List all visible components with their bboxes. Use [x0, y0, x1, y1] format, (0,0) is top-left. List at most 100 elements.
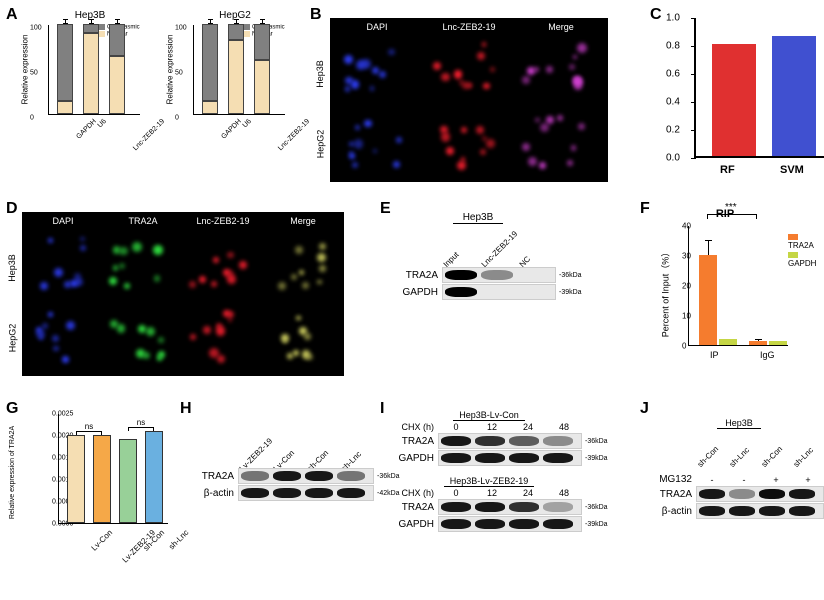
blot-row: TRA2A -36kDa [396, 499, 608, 515]
blot-band [273, 471, 301, 481]
blot-row: GAPDH-39kDa [396, 450, 608, 466]
lane-header: sh-Con [696, 444, 721, 469]
blot-band [305, 471, 333, 481]
blot-band [273, 488, 301, 498]
blot-row: TRA2A-36kDa [400, 267, 582, 283]
x-label: RF [720, 164, 735, 176]
blot-label: β-actin [654, 506, 696, 517]
bar [93, 435, 111, 523]
fluo-cell [332, 110, 422, 180]
blot-band [441, 519, 471, 529]
blot-band [509, 436, 539, 446]
panel-label-b: B [310, 6, 322, 24]
timepoint: 12 [474, 488, 510, 498]
rip-bar [699, 255, 717, 345]
mg132-value: + [792, 475, 824, 485]
panel-f: RIPTRA2AGAPDH010203040Percent of Input（%… [660, 208, 790, 346]
bar [67, 435, 85, 523]
panel-a: Hep3B050100Relative expressionCytoplasmi… [20, 10, 300, 180]
blot-band [759, 506, 785, 516]
x-label: IgG [760, 350, 775, 360]
x-label: Lnc-ZEB2-19 [132, 118, 166, 152]
stacked-bar [228, 24, 244, 114]
fluo-cell [104, 304, 182, 374]
fluo-cell [104, 232, 182, 302]
blot-label: β-actin [196, 488, 238, 499]
blot-band [475, 436, 505, 446]
panel-d: Hep3BHepG2DAPITRA2ALnc-ZEB2-19Merge [22, 212, 344, 376]
blot-label: TRA2A [196, 471, 238, 482]
timepoint: 24 [510, 488, 546, 498]
panel-h: Lv-ZEB2-19Lv-Consh-Consh-LncTRA2A-36kDaβ… [196, 420, 400, 502]
blot-size: -36kDa [585, 504, 608, 511]
y-label: Relative expression of TRA2A [9, 426, 16, 519]
blot-row: TRA2A-36kDa [396, 433, 608, 449]
timepoint: 12 [474, 422, 510, 432]
blot-band [699, 506, 725, 516]
blot-band [517, 287, 549, 297]
blot-band [699, 489, 725, 499]
x-label: IP [710, 350, 719, 360]
x-label: SVM [780, 164, 804, 176]
panel-i: Hep3B-Lv-ConCHX (h)0122448TRA2A-36kDaGAP… [396, 410, 608, 542]
blot-title: Hep3B [400, 212, 556, 223]
blot-title: Hep3B-Lv-Con [396, 410, 582, 420]
x-label: sh-Lnc [167, 528, 190, 551]
blot-row: β-actin-42kDa [196, 485, 400, 501]
blot-band [305, 488, 333, 498]
panel-label-i: I [380, 400, 384, 418]
y-label: Percent of Input（%） [658, 248, 671, 338]
fluo-cell [516, 38, 606, 108]
blot-row: TRA2A-36kDa [654, 486, 824, 502]
panel-label-c: C [650, 6, 662, 24]
blot-band [445, 270, 477, 280]
mg132-label: MG132 [654, 474, 696, 485]
bar [772, 36, 816, 156]
fluo-cell [516, 110, 606, 180]
lane-header: Lnc-ZEB2-19 [480, 229, 520, 269]
panel-label-g: G [6, 400, 18, 418]
blot-band [445, 287, 477, 297]
legend-item: TRA2A [788, 232, 816, 250]
mg132-value: + [760, 475, 792, 485]
fluo-col-header: DAPI [332, 20, 422, 36]
blot-band [543, 502, 573, 512]
legend-item: GAPDH [788, 250, 816, 268]
panel-c: 0.00.20.40.60.81.0RFSVM [670, 18, 824, 158]
blot-band [517, 270, 549, 280]
x-label: Lnc-ZEB2-19 [277, 118, 311, 152]
blot-title: Hep3B-Lv-ZEB2-19 [396, 476, 582, 486]
blot-size: -39kDa [559, 289, 582, 296]
blot-band [759, 489, 785, 499]
panel-label-f: F [640, 200, 650, 218]
blot-row: GAPDH-39kDa [396, 516, 608, 532]
ns-bracket: ns [128, 418, 154, 428]
blot-label: TRA2A [396, 502, 438, 513]
blot-band [337, 488, 365, 498]
rip-bar [749, 341, 767, 346]
lane-header: sh-Con [760, 444, 785, 469]
mg132-value: - [696, 475, 728, 485]
fluo-cell [184, 304, 262, 374]
blot-size: -36kDa [585, 438, 608, 445]
fluo-cell [332, 38, 422, 108]
fluo-cell [264, 304, 342, 374]
blot-band [241, 488, 269, 498]
blot-band [475, 519, 505, 529]
blot-row: β-actin-42kDa [654, 503, 824, 519]
fluo-col-header: TRA2A [104, 214, 182, 230]
fluo-row-label: HepG2 [7, 324, 17, 353]
panel-b: Hep3BHepG2DAPILnc-ZEB2-19Merge [330, 18, 608, 182]
fluo-cell [264, 232, 342, 302]
fluo-cell [424, 110, 514, 180]
chx-label: CHX (h) [396, 488, 438, 498]
blot-row: GAPDH-39kDa [400, 284, 582, 300]
panel-e: Hep3BInputLnc-ZEB2-19NCTRA2A-36kDaGAPDH-… [400, 212, 582, 301]
panel-g: 0.00000.00050.00100.00150.00200.0025Rela… [22, 408, 168, 524]
blot-label: GAPDH [396, 519, 438, 530]
timepoint: 48 [546, 422, 582, 432]
fluo-row-label: Hep3B [7, 254, 17, 282]
fluo-cell [184, 232, 262, 302]
rip-bar [719, 339, 737, 345]
blot-band [543, 436, 573, 446]
